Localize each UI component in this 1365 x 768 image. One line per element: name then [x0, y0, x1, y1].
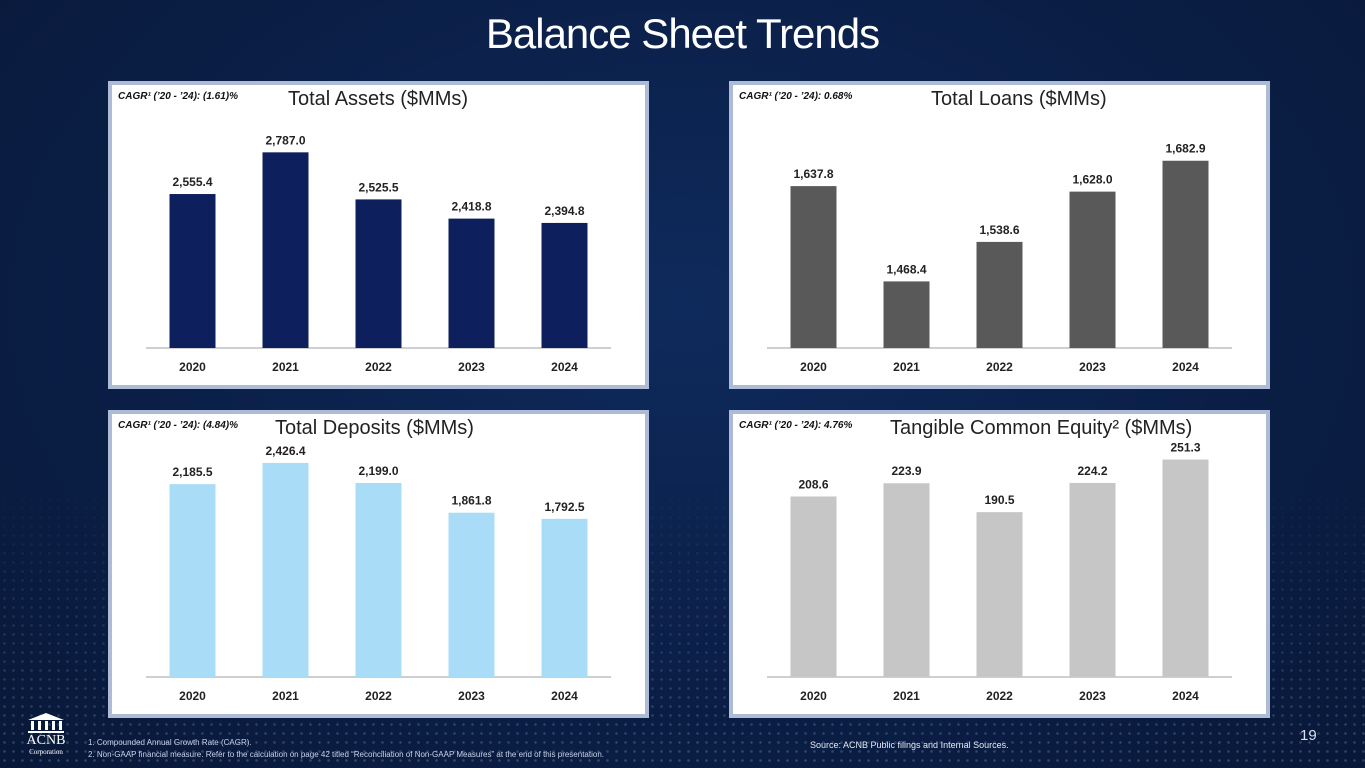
bar-2021	[262, 462, 309, 677]
data-label-2021: 2,787.0	[265, 133, 305, 147]
total-deposits-chart: 2,185.5 2020 2,426.4 2021 2,199.0 2022 1,861.8…	[146, 444, 611, 703]
chart-panel-total-deposits: 2,185.5 2020 2,426.4 2021 2,199.0 2022 1,861.8…	[108, 410, 649, 718]
x-tick-2024: 2024	[551, 689, 578, 703]
x-tick-2022: 2022	[365, 360, 392, 374]
bar-2023	[1069, 191, 1116, 348]
bar-2024	[1162, 459, 1209, 677]
chart-panel-total-assets: 2,555.4 2020 2,787.0 2021 2,525.5 2022 2,418.8…	[108, 81, 649, 389]
data-label-2023: 1,861.8	[451, 494, 491, 508]
x-tick-2021: 2021	[893, 689, 920, 703]
bar-2020	[169, 484, 216, 677]
total-assets-chart: 2,555.4 2020 2,787.0 2021 2,525.5 2022 2,418.8…	[146, 133, 611, 374]
building-icon	[28, 713, 64, 733]
cagr-label: CAGR¹ (’20 - ’24): 4.76%	[739, 420, 853, 431]
x-tick-2021: 2021	[272, 360, 299, 374]
bar-2023	[448, 512, 495, 677]
bar-2024	[1162, 160, 1209, 348]
x-tick-2022: 2022	[986, 360, 1013, 374]
chart-title: Total Assets ($MMs)	[288, 88, 469, 110]
x-tick-2023: 2023	[458, 360, 485, 374]
data-label-2022: 1,538.6	[979, 223, 1019, 237]
bar-2024	[541, 518, 588, 677]
data-label-2024: 1,792.5	[544, 500, 584, 514]
bar-2021	[883, 483, 930, 677]
data-label-2020: 2,185.5	[172, 465, 212, 479]
cagr-label: CAGR¹ (’20 - ’24): 0.68%	[739, 91, 853, 102]
bar-2021	[883, 281, 930, 348]
x-tick-2024: 2024	[551, 360, 578, 374]
data-label-2024: 251.3	[1170, 441, 1200, 455]
footnotes: 1. Compounded Annual Growth Rate (CAGR).…	[88, 737, 604, 761]
x-tick-2021: 2021	[893, 360, 920, 374]
chart-panel-total-loans: 1,637.8 2020 1,468.4 2021 1,538.6 2022 1,628.0…	[729, 81, 1270, 389]
chart-title: Tangible Common Equity² ($MMs)	[890, 417, 1193, 439]
bar-2020	[790, 496, 837, 677]
tangible-common-equity-chart: 208.6 2020 223.9 2021 190.5 2022 224.2 2023 251.…	[767, 441, 1232, 703]
x-tick-2023: 2023	[458, 689, 485, 703]
total-loans-chart: 1,637.8 2020 1,468.4 2021 1,538.6 2022 1,628.0…	[767, 142, 1232, 374]
x-tick-2020: 2020	[800, 689, 827, 703]
data-label-2023: 2,418.8	[451, 200, 491, 214]
source-note: Source: ACNB Public filings and Internal…	[810, 740, 1009, 750]
bar-2022	[355, 482, 402, 677]
chart-title: Total Deposits ($MMs)	[275, 417, 474, 439]
bar-2022	[355, 199, 402, 348]
x-tick-2020: 2020	[800, 360, 827, 374]
acnb-logo: ACNB Corporation	[16, 712, 76, 764]
logo-name: ACNB	[26, 733, 66, 748]
x-tick-2023: 2023	[1079, 360, 1106, 374]
data-label-2021: 1,468.4	[886, 262, 926, 276]
data-label-2024: 1,682.9	[1165, 142, 1205, 156]
data-label-2021: 223.9	[891, 464, 921, 478]
data-label-2022: 2,525.5	[358, 180, 398, 194]
data-label-2023: 224.2	[1077, 464, 1107, 478]
x-tick-2020: 2020	[179, 360, 206, 374]
data-label-2020: 208.6	[798, 477, 828, 491]
x-tick-2024: 2024	[1172, 360, 1199, 374]
bar-2020	[169, 194, 216, 348]
bar-2024	[541, 222, 588, 348]
data-label-2020: 1,637.8	[793, 167, 833, 181]
logo-subtitle: Corporation	[29, 748, 63, 756]
bar-2023	[448, 218, 495, 348]
cagr-label: CAGR¹ (’20 - ’24): (4.84)%	[118, 420, 239, 431]
x-tick-2021: 2021	[272, 689, 299, 703]
x-tick-2020: 2020	[179, 689, 206, 703]
data-label-2021: 2,426.4	[265, 444, 305, 458]
bar-2020	[790, 186, 837, 348]
chart-panel-tangible-common-equity: 208.6 2020 223.9 2021 190.5 2022 224.2 2023 251.…	[729, 410, 1270, 718]
data-label-2020: 2,555.4	[172, 175, 212, 189]
data-label-2023: 1,628.0	[1072, 173, 1112, 187]
x-tick-2023: 2023	[1079, 689, 1106, 703]
x-tick-2022: 2022	[986, 689, 1013, 703]
x-tick-2022: 2022	[365, 689, 392, 703]
data-label-2024: 2,394.8	[544, 204, 584, 218]
x-tick-2024: 2024	[1172, 689, 1199, 703]
footnote-2: 2. Non-GAAP financial measure. Refer to …	[88, 750, 604, 759]
chart-title: Total Loans ($MMs)	[931, 88, 1107, 110]
bar-2021	[262, 152, 309, 348]
footnote-1: 1. Compounded Annual Growth Rate (CAGR).	[88, 738, 252, 747]
page-number: 19	[1300, 727, 1317, 744]
data-label-2022: 190.5	[984, 493, 1014, 507]
bar-2023	[1069, 482, 1116, 677]
data-label-2022: 2,199.0	[358, 464, 398, 478]
slide-title: Balance Sheet Trends	[485, 10, 880, 57]
bar-2022	[976, 241, 1023, 348]
bar-2022	[976, 512, 1023, 677]
cagr-label: CAGR¹ (’20 - ’24): (1.61)%	[118, 91, 239, 102]
